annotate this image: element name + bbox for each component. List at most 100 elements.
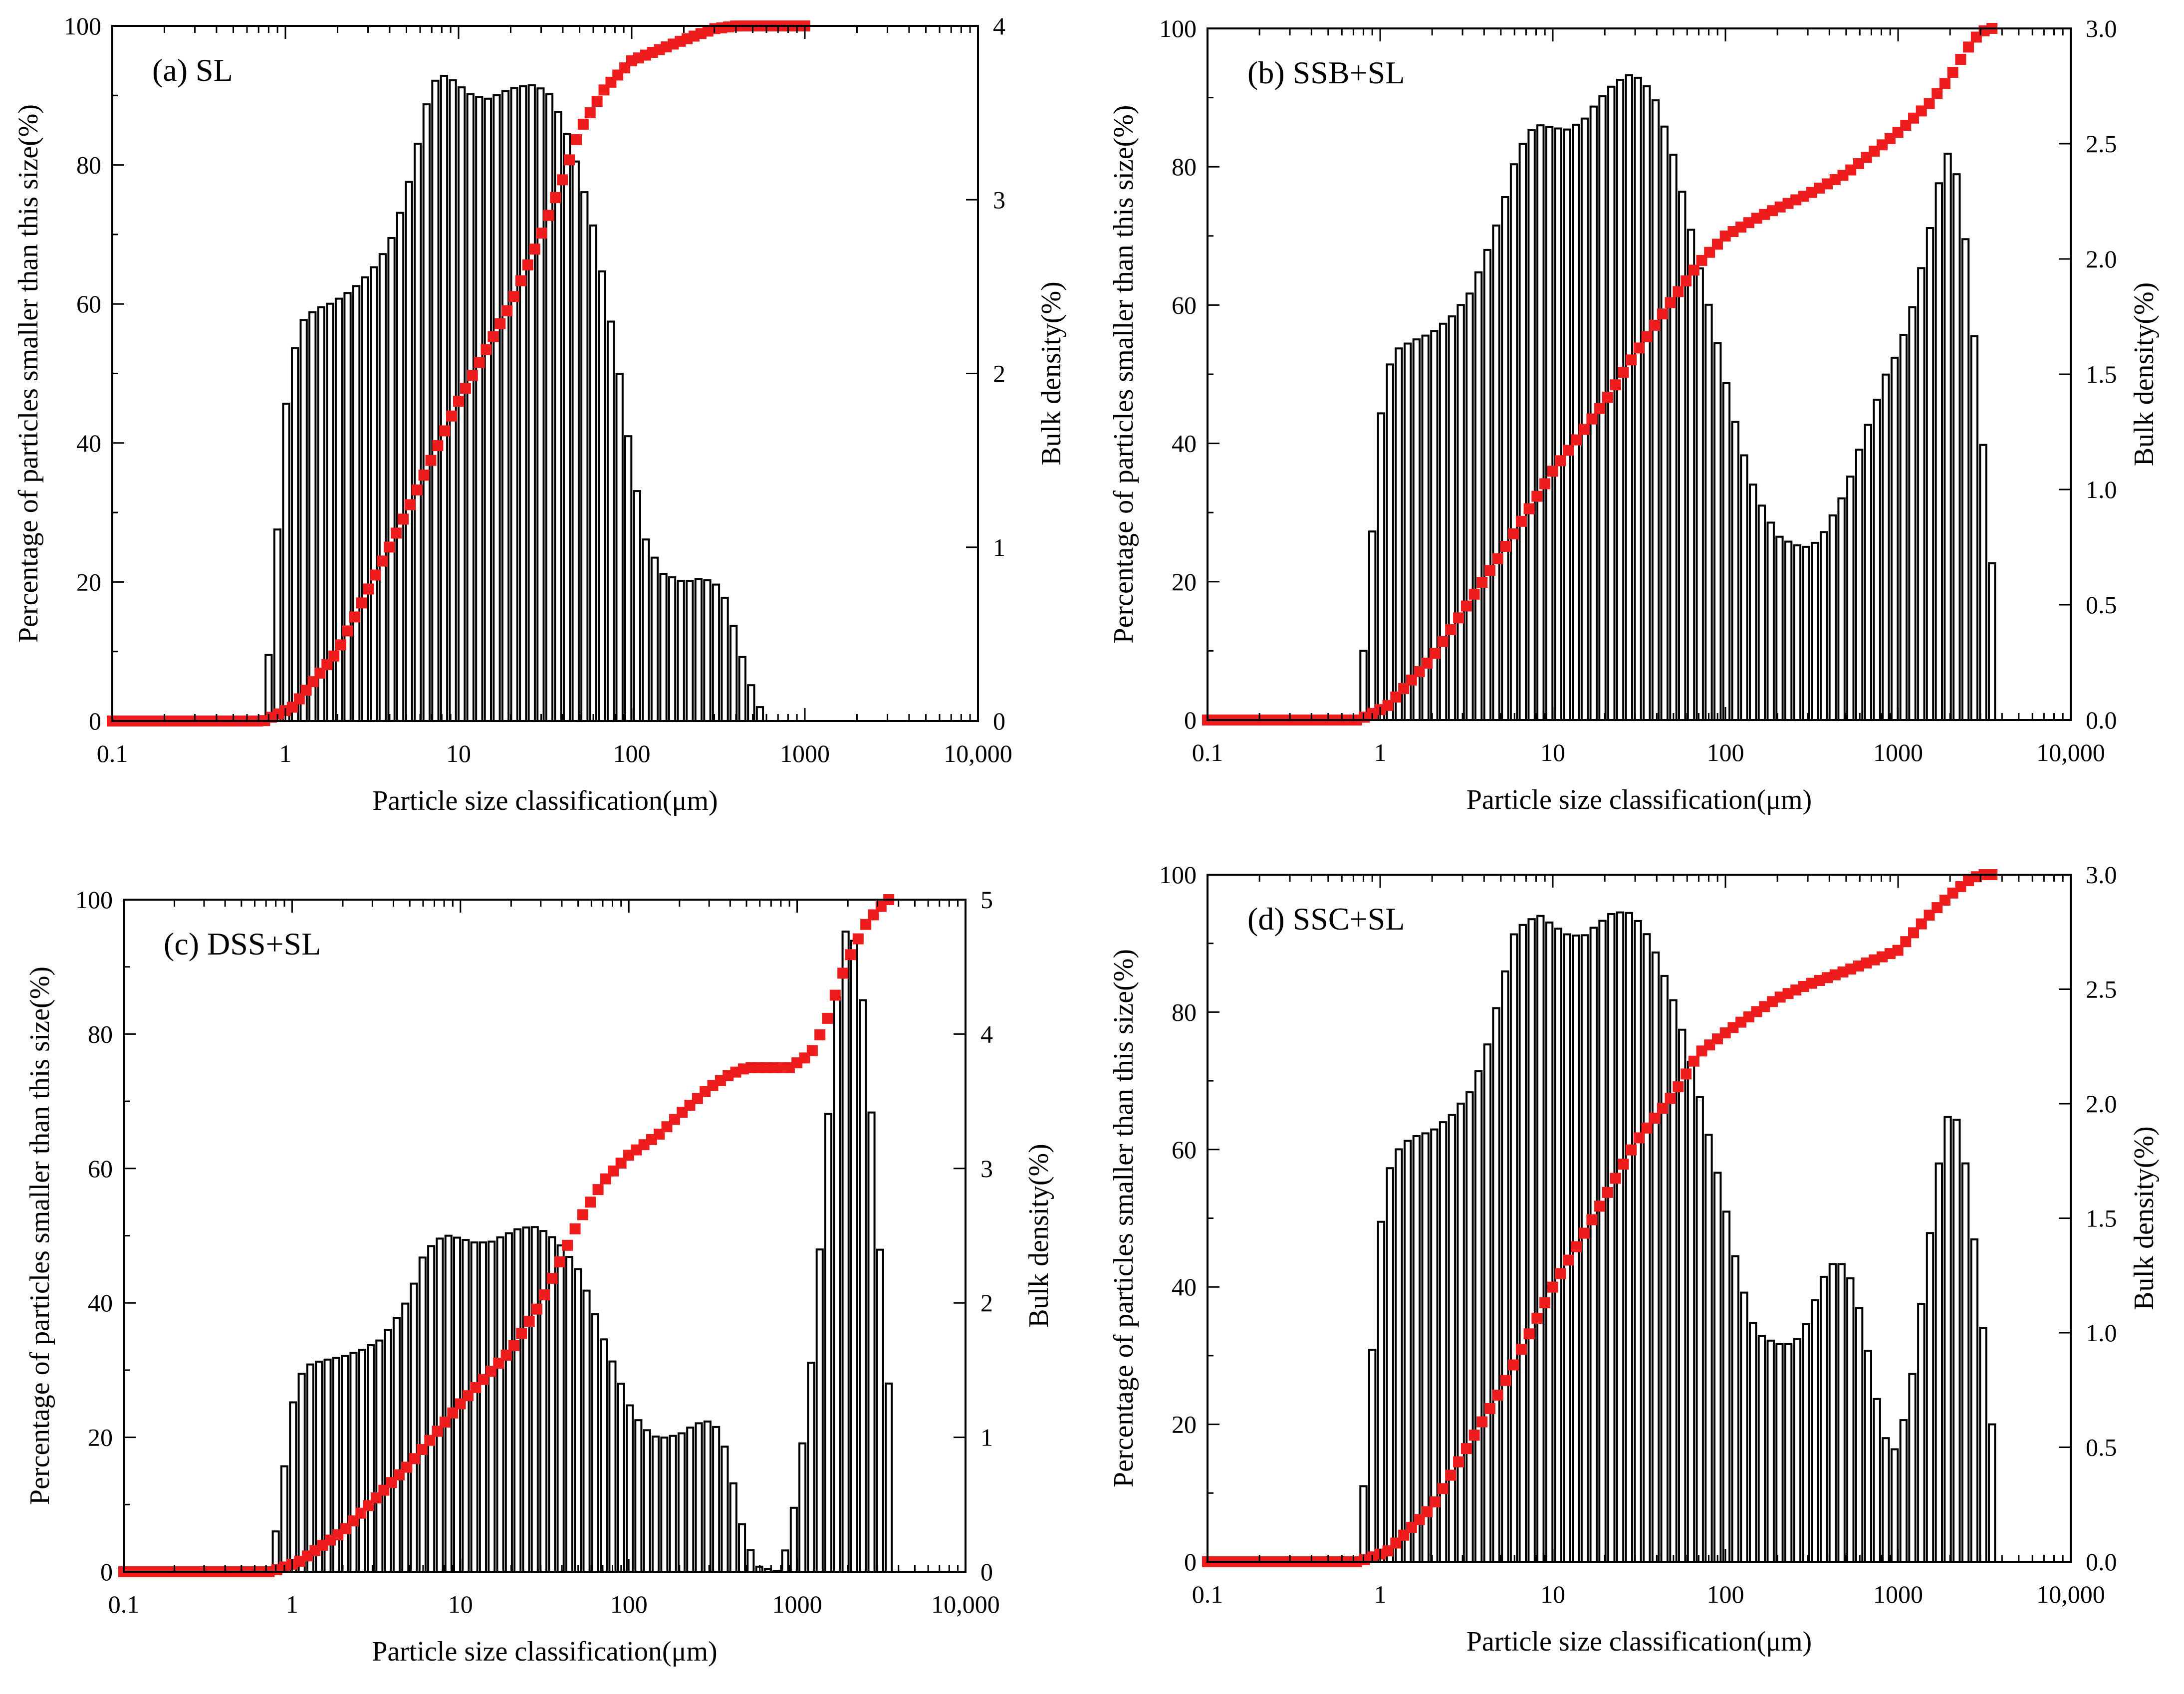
x-tick-label: 10,000 bbox=[2036, 738, 2105, 766]
y-right-tick-label: 0.5 bbox=[2086, 1434, 2117, 1461]
density-bar bbox=[273, 528, 282, 722]
panel-title: (c) DSS+SL bbox=[164, 926, 321, 962]
density-bar bbox=[565, 1256, 574, 1573]
cumulative-point bbox=[1539, 1297, 1551, 1308]
density-bar bbox=[815, 1248, 824, 1573]
density-bar bbox=[1837, 497, 1846, 721]
cumulative-point bbox=[356, 597, 367, 609]
density-bar bbox=[1687, 229, 1696, 721]
density-bar bbox=[280, 1465, 289, 1573]
density-bar bbox=[1368, 530, 1377, 721]
density-bar bbox=[686, 1427, 695, 1573]
y-axis-left: 0 20 40 60 80 100 bbox=[64, 12, 124, 735]
density-bar bbox=[1811, 1299, 1819, 1563]
cumulative-point bbox=[1398, 683, 1410, 694]
y-left-tick-label: 60 bbox=[76, 290, 101, 318]
cumulative-point bbox=[1626, 354, 1637, 366]
density-bar bbox=[1917, 267, 1926, 721]
x-axis-title: Particle size classification(μm) bbox=[372, 1636, 717, 1667]
cumulative-point bbox=[1633, 342, 1645, 354]
density-bar bbox=[349, 1352, 358, 1573]
density-bar bbox=[1846, 1277, 1855, 1563]
density-bar bbox=[299, 319, 308, 722]
density-bar bbox=[519, 85, 527, 723]
density-bar bbox=[1377, 412, 1386, 721]
cumulative-point bbox=[1437, 1483, 1449, 1494]
cumulative-point bbox=[1460, 1443, 1472, 1454]
density-bar bbox=[1873, 399, 1881, 721]
density-bar bbox=[1625, 74, 1634, 721]
cumulative-point bbox=[1626, 1144, 1637, 1156]
cumulative-point bbox=[398, 513, 409, 525]
density-bar bbox=[422, 103, 431, 723]
cumulative-point bbox=[1924, 98, 1935, 109]
density-bar bbox=[1386, 363, 1394, 721]
density-bar bbox=[1828, 514, 1837, 721]
cumulative-point bbox=[1492, 1390, 1503, 1401]
density-bar bbox=[1465, 292, 1474, 721]
density-bar bbox=[1580, 934, 1589, 1563]
density-bar bbox=[1819, 1275, 1828, 1563]
cumulative-point bbox=[487, 331, 499, 342]
cumulative-point bbox=[404, 499, 416, 510]
y-right-tick-label: 0 bbox=[993, 707, 1005, 735]
cumulative-point bbox=[1673, 1081, 1684, 1093]
density-bar bbox=[1819, 531, 1828, 722]
density-bar bbox=[712, 1426, 721, 1573]
y-axis-right: 0.0 0.5 1.0 1.5 2.0 2.5 3.0 bbox=[2059, 861, 2117, 1576]
density-bar bbox=[677, 1432, 686, 1573]
cumulative-point bbox=[1523, 1328, 1535, 1340]
density-bar bbox=[669, 1435, 677, 1573]
cumulative-point bbox=[460, 383, 471, 394]
density-bar bbox=[1412, 1135, 1421, 1563]
density-bar bbox=[859, 999, 867, 1573]
density-bar bbox=[1598, 920, 1607, 1563]
cumulative-point bbox=[1892, 945, 1904, 956]
cumulative-point bbox=[591, 96, 603, 107]
density-bar bbox=[1943, 153, 1952, 721]
cumulative-point bbox=[585, 1197, 596, 1208]
density-bar bbox=[571, 160, 580, 723]
density-bar bbox=[384, 1329, 392, 1573]
x-tick-label: 10,000 bbox=[944, 739, 1012, 767]
y-left-tick-label: 20 bbox=[1172, 568, 1197, 596]
y-right-axis-title: Bulk density(%) bbox=[2129, 282, 2160, 467]
density-bar bbox=[343, 292, 352, 722]
cumulative-point bbox=[335, 639, 346, 651]
density-bar bbox=[1660, 974, 1669, 1563]
y-left-tick-label: 100 bbox=[1159, 14, 1197, 42]
cumulative-point bbox=[1947, 67, 1958, 78]
density-bar bbox=[824, 1113, 833, 1573]
cumulative-point bbox=[439, 1417, 451, 1428]
density-bar bbox=[548, 1236, 556, 1573]
cumulative-point bbox=[300, 685, 312, 696]
y-right-tick-label: 1 bbox=[993, 533, 1005, 561]
y-left-tick-label: 40 bbox=[1172, 430, 1197, 458]
cumulative-point bbox=[1578, 424, 1590, 435]
density-bar bbox=[781, 1549, 789, 1573]
cumulative-point bbox=[1673, 286, 1684, 297]
cumulative-point bbox=[1649, 319, 1661, 331]
density-bar bbox=[370, 266, 378, 722]
cumulative-point bbox=[1602, 1187, 1613, 1198]
density-bar bbox=[431, 79, 440, 722]
x-axis: 0.1 1 10 100 1000 10,000 bbox=[108, 900, 1000, 1618]
density-bar bbox=[1828, 1263, 1837, 1563]
density-bar bbox=[598, 270, 606, 722]
density-bar bbox=[695, 1422, 703, 1573]
y-right-tick-label: 4 bbox=[980, 1020, 993, 1048]
y-right-tick-label: 1.0 bbox=[2086, 1319, 2117, 1347]
density-bar bbox=[501, 90, 510, 722]
density-bar bbox=[1554, 127, 1563, 721]
density-bar bbox=[660, 1437, 669, 1573]
density-bar bbox=[1988, 1423, 1996, 1563]
density-bar bbox=[1527, 918, 1536, 1563]
density-bar bbox=[1554, 928, 1563, 1563]
cumulative-point bbox=[523, 1316, 535, 1327]
cumulative-point bbox=[1484, 1403, 1495, 1414]
density-bar bbox=[1979, 1327, 1987, 1563]
cumulative-point bbox=[1610, 1173, 1621, 1184]
cumulative-point bbox=[1594, 1201, 1606, 1212]
y-left-tick-label: 40 bbox=[76, 429, 101, 457]
cumulative-point bbox=[1422, 658, 1433, 669]
